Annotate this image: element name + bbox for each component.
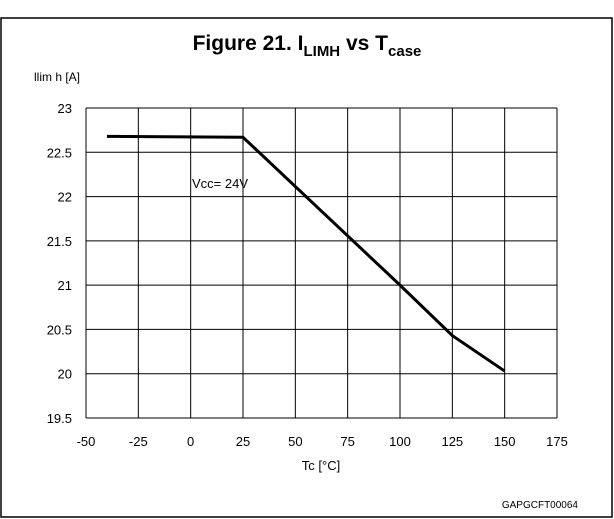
title-sub: LIMH [303,43,340,60]
y-tick-label: 21.5 [47,234,72,249]
figure-code: GAPGCFT00064 [502,500,579,511]
y-tick-label: 19.5 [47,411,72,426]
x-tick-label: 50 [288,434,302,449]
frame [0,17,613,518]
y-tick-label: 22 [58,190,72,205]
x-tick-label: 75 [340,434,354,449]
x-tick-label: 25 [236,434,250,449]
x-tick-label: 150 [494,434,516,449]
title-sub: case [388,43,421,60]
chart-title: Figure 21. ILIMH vs Tcase [193,32,422,60]
x-tick-label: 100 [389,434,411,449]
y-tick-label: 20.5 [47,322,72,337]
y-tick-label: 21 [58,278,72,293]
x-tick-label: 125 [441,434,463,449]
annotation: Vcc= 24V [192,176,248,191]
title-part: Figure 21. I [193,32,304,55]
y-tick-label: 23 [58,101,72,116]
data-line [106,134,506,373]
x-tick-label: 0 [187,434,194,449]
x-axis-label: Tc [°C] [302,458,340,473]
y-axis-label: llim h [A] [34,70,80,84]
title-part: vs T [340,32,388,55]
y-tick-label: 22.5 [47,145,72,160]
x-tick-label: -25 [129,434,148,449]
x-tick-label: -50 [77,434,96,449]
x-tick-label: 175 [546,434,568,449]
y-tick-label: 20 [58,367,72,382]
